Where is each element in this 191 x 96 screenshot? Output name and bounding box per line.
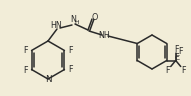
Text: F: F — [23, 66, 28, 75]
Text: F: F — [174, 45, 179, 54]
Text: F: F — [181, 66, 186, 75]
Text: F: F — [68, 46, 73, 55]
Text: O: O — [92, 12, 98, 22]
Text: H: H — [75, 20, 79, 25]
Text: F: F — [165, 66, 170, 75]
Text: HN: HN — [50, 21, 62, 29]
Text: C: C — [174, 55, 179, 62]
Text: F: F — [23, 46, 28, 55]
Text: N: N — [45, 75, 51, 84]
Text: NH: NH — [98, 31, 110, 41]
Text: F: F — [174, 53, 179, 62]
Text: F: F — [178, 47, 183, 56]
Text: F: F — [68, 65, 73, 74]
Text: N: N — [70, 15, 76, 24]
